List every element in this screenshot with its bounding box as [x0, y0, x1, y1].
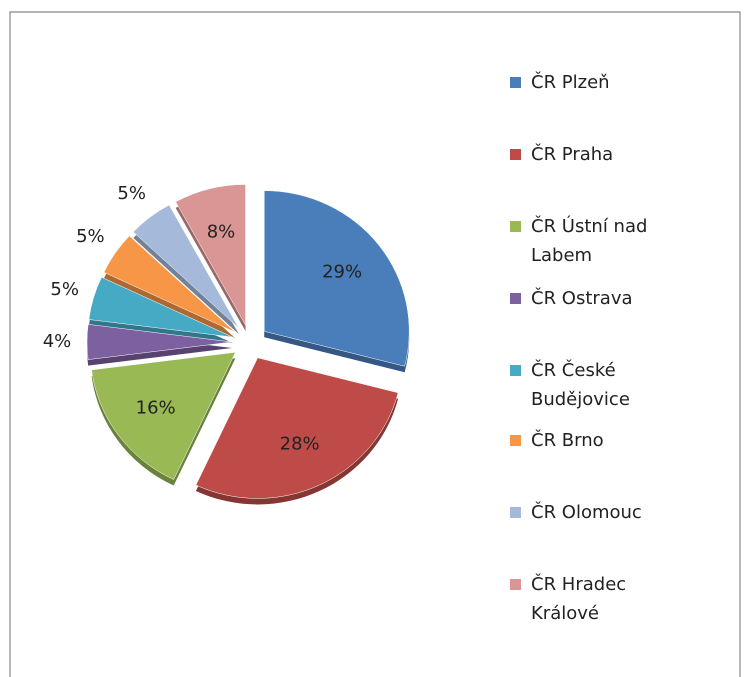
slice — [103, 235, 236, 333]
legend-item: ČR Plzeň — [510, 68, 740, 97]
slice — [86, 324, 233, 360]
data-label: 5% — [76, 226, 105, 247]
slice — [91, 351, 236, 480]
legend-item: ČR Olomouc — [510, 498, 740, 527]
legend-item: ČR Brno — [510, 426, 740, 455]
legend-swatch — [510, 435, 521, 446]
legend-swatch — [510, 579, 521, 590]
data-label: 5% — [117, 183, 146, 204]
legend-label: ČR Hradec Králové — [531, 574, 627, 624]
legend-swatch — [510, 365, 521, 376]
slice — [263, 190, 410, 367]
legend-label: ČR Ústní nad Labem — [531, 216, 648, 266]
legend-item: ČR Hradec Králové — [510, 570, 740, 628]
legend-item: ČR Ostrava — [510, 284, 740, 313]
legend-swatch — [510, 149, 521, 160]
data-label: 28% — [280, 433, 320, 454]
frame — [9, 11, 741, 677]
legend-label: ČR Ostrava — [531, 288, 633, 309]
data-label: 29% — [322, 262, 362, 283]
data-label: 16% — [136, 397, 176, 418]
legend-label: ČR České Budějovice — [531, 360, 630, 410]
legend-swatch — [510, 293, 521, 304]
legend-swatch — [510, 221, 521, 232]
data-label: 4% — [43, 331, 72, 352]
legend-swatch — [510, 77, 521, 88]
legend-label: ČR Olomouc — [531, 502, 642, 523]
slice — [88, 276, 233, 338]
legend-label: ČR Plzeň — [531, 72, 610, 93]
data-label: 5% — [50, 279, 79, 300]
slice — [195, 357, 399, 499]
legend-item: ČR Praha — [510, 140, 740, 169]
legend-label: ČR Praha — [531, 144, 614, 165]
slice — [132, 204, 240, 329]
slice — [175, 184, 246, 327]
legend-item: ČR České Budějovice — [510, 356, 740, 414]
data-label: 8% — [207, 221, 236, 242]
legend-item: ČR Ústní nad Labem — [510, 212, 740, 270]
legend-label: ČR Brno — [531, 430, 604, 451]
legend-swatch — [510, 507, 521, 518]
